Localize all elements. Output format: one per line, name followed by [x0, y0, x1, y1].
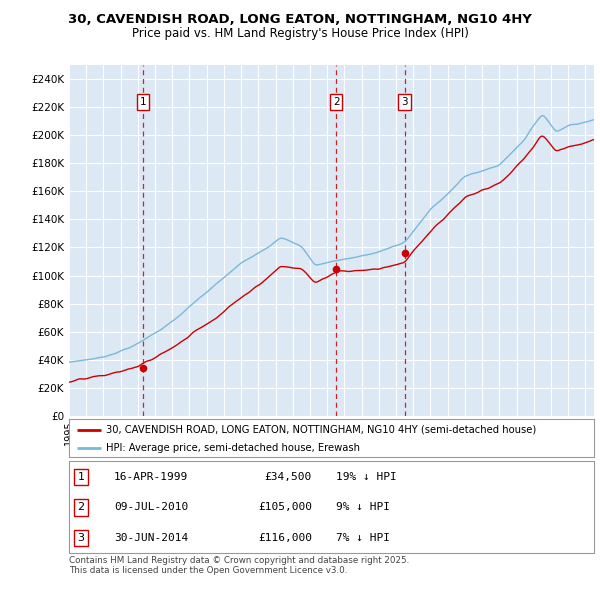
Text: 16-APR-1999: 16-APR-1999 — [114, 472, 188, 481]
Text: 2: 2 — [77, 503, 85, 512]
Text: 3: 3 — [401, 97, 408, 107]
Text: 1: 1 — [77, 472, 85, 481]
Text: 2: 2 — [333, 97, 340, 107]
Text: 30, CAVENDISH ROAD, LONG EATON, NOTTINGHAM, NG10 4HY: 30, CAVENDISH ROAD, LONG EATON, NOTTINGH… — [68, 13, 532, 26]
Text: 3: 3 — [77, 533, 85, 543]
Text: 30, CAVENDISH ROAD, LONG EATON, NOTTINGHAM, NG10 4HY (semi-detached house): 30, CAVENDISH ROAD, LONG EATON, NOTTINGH… — [106, 425, 536, 435]
Text: 7% ↓ HPI: 7% ↓ HPI — [336, 533, 390, 543]
Text: 1: 1 — [140, 97, 146, 107]
Text: Price paid vs. HM Land Registry's House Price Index (HPI): Price paid vs. HM Land Registry's House … — [131, 27, 469, 40]
Text: £116,000: £116,000 — [258, 533, 312, 543]
Text: 09-JUL-2010: 09-JUL-2010 — [114, 503, 188, 512]
Text: Contains HM Land Registry data © Crown copyright and database right 2025.
This d: Contains HM Land Registry data © Crown c… — [69, 556, 409, 575]
Text: HPI: Average price, semi-detached house, Erewash: HPI: Average price, semi-detached house,… — [106, 443, 360, 453]
Text: £34,500: £34,500 — [265, 472, 312, 481]
Text: 9% ↓ HPI: 9% ↓ HPI — [336, 503, 390, 512]
Text: £105,000: £105,000 — [258, 503, 312, 512]
Text: 19% ↓ HPI: 19% ↓ HPI — [336, 472, 397, 481]
Text: 30-JUN-2014: 30-JUN-2014 — [114, 533, 188, 543]
